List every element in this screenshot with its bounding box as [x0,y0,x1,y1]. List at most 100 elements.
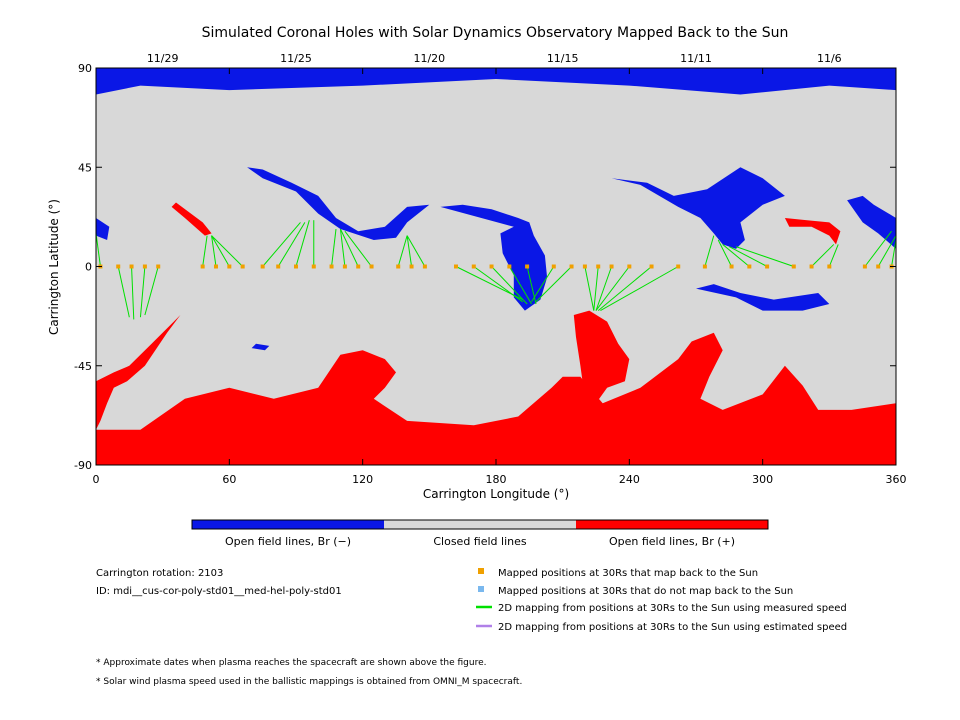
mapped-point-25 [551,264,556,269]
mapping-line-31 [597,266,652,311]
footnote-speed: * Solar wind plasma speed used in the ba… [96,677,522,687]
mapped-point-36 [765,264,770,269]
mapped-point-20 [454,264,458,269]
top-date-labels: 11/29 11/25 11/20 11/15 11/11 11/6 [147,52,842,65]
x-tick-label-0: 0 [93,473,100,486]
open-negative-region-3 [440,204,548,311]
open-negative-region-4 [611,167,785,249]
mapping-line-6 [211,235,217,267]
mapped-point-41 [876,264,881,269]
mapped-point-11 [294,264,298,269]
mapped-point-40 [862,264,867,269]
mapped-point-5 [200,264,205,269]
mapping-line-36 [729,246,768,267]
date-label-4: 11/11 [680,52,712,65]
mapping-line-2 [131,266,135,320]
mapped-point-28 [596,264,601,269]
mapping-line-9 [262,222,301,267]
legend-label-measured-speed: 2D mapping from positions at 30Rs to the… [498,603,847,614]
legend-label-mapped-back: Mapped positions at 30Rs that map back t… [498,568,758,579]
x-tick-label-5: 300 [752,473,773,486]
mapping-line-5 [202,235,208,267]
mapped-point-26 [569,264,574,269]
coronal-hole-regions [96,68,896,465]
date-label-0: 11/29 [147,52,179,65]
carrington-rotation: Carrington rotation: 2103 [96,568,223,579]
x-tick-label-1: 60 [222,473,236,486]
mapping-line-16 [344,230,372,267]
mapped-point-17 [396,264,401,269]
legend-label-estimated-speed: 2D mapping from positions at 30Rs to the… [498,622,847,633]
mapped-point-34 [729,264,734,269]
colorbar-label-open-positive: Open field lines, Br (+) [609,535,735,548]
x-axis-ticks: 0 60 120 180 240 300 360 [93,68,907,486]
date-label-2: 11/20 [413,52,445,65]
mapped-point-23 [507,264,512,269]
mapped-point-39 [827,264,832,269]
footnote-dates: * Approximate dates when plasma reaches … [96,658,487,668]
mapped-point-1 [116,264,121,269]
mapping-line-3 [139,266,146,318]
mapping-line-32 [600,266,679,312]
colorbar-open-negative [192,520,384,529]
mapped-point-2 [129,264,134,269]
mapped-point-24 [525,264,530,269]
mapped-point-10 [276,264,281,269]
x-axis-label: Carrington Longitude (°) [423,487,569,501]
mapping-line-28 [593,266,599,311]
mapped-point-22 [489,264,494,269]
x-tick-label-4: 240 [619,473,640,486]
mapped-point-8 [240,264,245,269]
mapping-line-41 [877,235,896,267]
open-negative-region-1 [96,218,110,240]
open-negative-region-0 [96,68,896,95]
mapped-point-33 [702,264,707,269]
mapping-line-0 [96,233,101,267]
y-tick-label-1: 45 [78,161,92,174]
mapped-point-37 [791,264,796,269]
model-id: ID: mdi__cus-cor-poly-std01__med-hel-pol… [96,586,342,597]
mapping-line-33 [704,235,715,267]
y-tick-label-0: 90 [78,62,92,75]
y-tick-label-3: -45 [74,360,92,373]
mapping-line-40 [864,230,892,267]
mapping-line-13 [331,228,337,267]
mapping-line-29 [595,266,613,311]
mapped-point-13 [329,264,334,269]
open-positive-region-1 [784,218,841,245]
mapping-line-26 [535,266,572,303]
open-negative-region-5 [847,195,896,249]
colorbar-open-positive [576,520,768,529]
mapping-line-35 [722,244,750,267]
mapped-point-32 [676,264,681,269]
date-label-3: 11/15 [547,52,579,65]
colorbar-label-closed: Closed field lines [433,535,527,548]
legend-marker-mapped-back [478,568,484,574]
chart-title: Simulated Coronal Holes with Solar Dynam… [202,25,789,41]
open-positive-region-2 [96,315,181,430]
mapped-point-29 [609,264,614,269]
mapping-line-22 [491,266,528,305]
mapping-line-27 [584,266,595,311]
mapping-line-1 [117,266,130,318]
mapped-point-18 [409,264,414,269]
mapping-line-18 [406,235,413,267]
mapped-point-30 [627,264,632,269]
x-tick-label-6: 360 [886,473,907,486]
colorbar-frame [191,519,769,530]
y-axis-label: Carrington Latitude (°) [47,199,61,335]
open-negative-region-7 [251,343,270,351]
mapped-point-21 [471,264,476,269]
mapping-line-25 [531,266,555,303]
mapping-line-15 [339,228,359,267]
x-tick-label-2: 120 [352,473,373,486]
mapping-line-38 [811,244,835,267]
mapping-line-14 [339,228,346,267]
y-tick-label-4: -90 [74,459,92,472]
mapping-line-17 [397,235,408,267]
mapping-line-8 [211,235,244,267]
colorbar-label-open-negative: Open field lines, Br (−) [225,535,351,548]
mapping-line-34 [717,239,733,267]
y-tick-label-2: 0 [85,261,92,274]
